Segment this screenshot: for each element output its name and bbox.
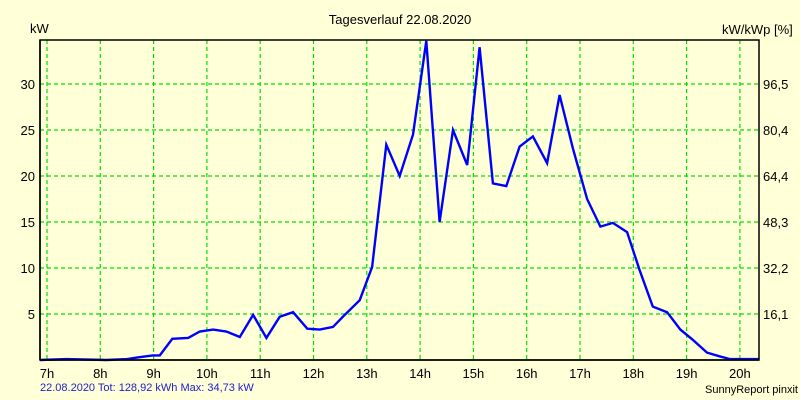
y-left-tick-label: 10 <box>21 261 35 276</box>
grid-lines <box>40 40 759 360</box>
x-tick-label: 7h <box>40 366 54 381</box>
x-tick-label: 16h <box>516 366 538 381</box>
x-tick-label: 18h <box>622 366 644 381</box>
y-axis-left-tick-labels: 5 10 15 20 25 30 <box>21 77 35 322</box>
y-axis-right-label: kW/kWp [%] <box>722 22 793 37</box>
y-left-tick-label: 5 <box>28 307 35 322</box>
y-right-tick-label: 64,4 <box>763 169 788 184</box>
x-axis-tick-labels: 7h 8h 9h 10h 11h 12h 13h 14h 15h 16h 17h 18h 19h 20h <box>40 366 751 381</box>
y-left-tick-label: 30 <box>21 77 35 92</box>
y-right-tick-label: 32,2 <box>763 261 788 276</box>
y-right-tick-label: 16,1 <box>763 307 788 322</box>
y-axis-right-tick-labels: 16,1 32,2 48,3 64,4 80,4 96,5 <box>763 77 788 322</box>
y-left-tick-label: 25 <box>21 123 35 138</box>
power-series-line <box>39 40 759 362</box>
y-right-tick-label: 96,5 <box>763 77 788 92</box>
x-tick-label: 20h <box>729 366 751 381</box>
x-tick-label: 14h <box>409 366 431 381</box>
summary-text: 22.08.2020 Tot: 128,92 kWh Max: 34,73 kW <box>40 382 254 394</box>
y-right-tick-label: 80,4 <box>763 123 788 138</box>
chart-title: Tagesverlauf 22.08.2020 <box>328 12 472 27</box>
x-tick-label: 11h <box>250 366 271 381</box>
y-left-tick-label: 15 <box>21 215 35 230</box>
y-axis-left-label: kW <box>30 21 49 36</box>
x-tick-label: 10h <box>196 366 218 381</box>
x-tick-label: 13h <box>356 366 378 381</box>
x-tick-label: 17h <box>569 366 591 381</box>
y-left-tick-label: 20 <box>21 169 35 184</box>
y-right-tick-label: 48,3 <box>763 215 788 230</box>
plot-frame <box>39 39 760 361</box>
x-tick-label: 19h <box>676 366 698 381</box>
credit-text: SunnyReport pinxit <box>705 384 798 396</box>
x-tick-label: 9h <box>146 366 160 381</box>
x-tick-label: 8h <box>93 366 107 381</box>
x-tick-label: 15h <box>463 366 485 381</box>
x-tick-label: 12h <box>303 366 325 381</box>
